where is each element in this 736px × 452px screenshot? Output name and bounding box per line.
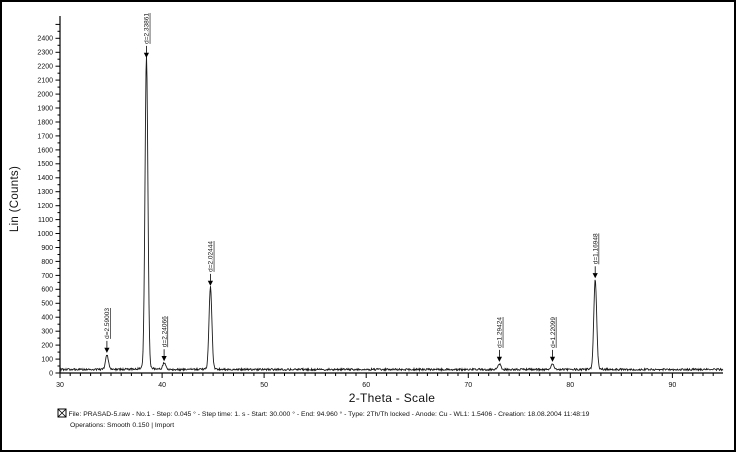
y-tick-label: 2200: [37, 64, 53, 71]
y-tick-label: 300: [41, 329, 53, 336]
footer-file-line: File: PRASAD-5.raw - No.1 - Step: 0.045 …: [69, 410, 590, 418]
y-tick-label: 0: [49, 370, 53, 377]
y-tick-label: 200: [41, 343, 53, 350]
y-tick-label: 1600: [37, 147, 53, 154]
y-tick-label: 1300: [37, 189, 53, 196]
x-axis-title: 2-Theta - Scale: [349, 391, 436, 405]
y-tick-label: 1800: [37, 119, 53, 126]
peak-annotations: d=2.59003 d=2.33861 d=2.24066 d=2.02444 …: [104, 13, 600, 362]
peak-arrow-icon: [496, 356, 502, 362]
y-tick-label: 2100: [37, 78, 53, 85]
x-tick-label: 70: [464, 382, 472, 389]
peak-arrow-icon: [104, 347, 110, 353]
x-tick-label: 90: [669, 382, 677, 389]
y-tick-label: 600: [41, 287, 53, 294]
y-tick-label: 1900: [37, 105, 53, 112]
peak-d-label: d=1.16948: [593, 233, 600, 264]
peak-annotation: d=1.22099: [550, 317, 557, 362]
y-tick-label: 2400: [37, 36, 53, 43]
peak-d-label: d=1.22099: [550, 317, 557, 348]
peak-d-label: d=1.29424: [497, 317, 504, 348]
peak-arrow-icon: [549, 356, 556, 362]
x-tick-label: 30: [56, 382, 64, 389]
y-tick-label: 400: [41, 315, 53, 322]
x-tick-label: 50: [260, 382, 268, 389]
axes: 0 100 200 300 400 500 600 700 800 900 1000 1100 1200…: [37, 16, 723, 389]
y-tick-label: 100: [41, 357, 53, 364]
peak-arrow-icon: [592, 273, 598, 279]
file-icon: [57, 408, 67, 418]
peak-annotation: d=2.33861: [144, 13, 151, 58]
x-tick-label: 80: [566, 382, 574, 389]
peak-annotation: d=2.02444: [208, 241, 215, 286]
y-tick-label: 1000: [37, 231, 53, 238]
y-tick-label: 1500: [37, 161, 53, 168]
peak-annotation: d=1.29424: [497, 317, 504, 362]
y-tick-label: 1700: [37, 133, 53, 140]
y-tick-label: 2300: [37, 50, 53, 57]
peak-arrow-icon: [161, 356, 167, 362]
x-tick-label: 60: [362, 382, 370, 389]
peak-arrow-icon: [143, 52, 149, 58]
y-tick-label: 700: [41, 273, 53, 280]
y-axis-title: Lin (Counts): [9, 166, 21, 232]
peak-d-label: d=2.24066: [161, 316, 168, 347]
y-tick-label: 1400: [37, 175, 53, 182]
y-tick-label: 500: [41, 301, 53, 308]
peak-d-label: d=2.33861: [144, 13, 151, 44]
peak-d-label: d=2.59003: [104, 308, 111, 339]
xrd-trace: [59, 55, 724, 373]
y-tick-label: 1200: [37, 203, 53, 210]
footer-operations-line: Operations: Smooth 0.150 | Import: [70, 422, 174, 429]
peak-arrow-icon: [207, 280, 213, 286]
x-tick-label: 40: [158, 382, 166, 389]
peak-annotation: d=2.59003: [104, 308, 111, 353]
y-tick-label: 900: [41, 245, 53, 252]
y-tick-label: 800: [41, 259, 53, 266]
peak-d-label: d=2.02444: [208, 241, 215, 272]
y-tick-label: 2000: [37, 92, 53, 99]
peak-annotation: d=2.24066: [161, 316, 168, 362]
peak-annotation: d=1.16948: [592, 233, 600, 279]
y-tick-label: 1100: [38, 217, 53, 224]
